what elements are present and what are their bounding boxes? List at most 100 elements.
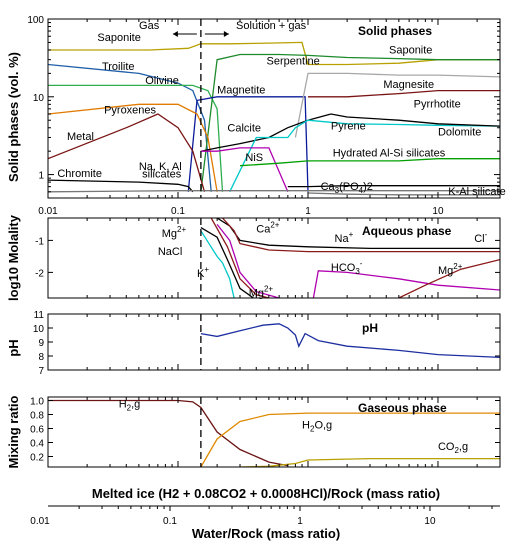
series-label-pyrrhotite: Pyrrhotite xyxy=(414,98,461,110)
series-label-mg: Mg2+ xyxy=(249,284,274,299)
series-label-saponite: Saponite xyxy=(389,45,432,57)
series-line-pyrrhotite xyxy=(308,89,500,98)
series-label-metal: Metal xyxy=(67,131,94,143)
y-tick-label: 100 xyxy=(27,15,44,26)
series-line-dolomite xyxy=(330,113,500,127)
arrowhead-left-icon xyxy=(172,31,178,37)
y-tick-label: 7 xyxy=(38,366,44,377)
series-label-serpentine: Serpentine xyxy=(267,56,320,68)
panel-title-aqueous-phase: Aqueous phase xyxy=(362,224,452,238)
series-group xyxy=(200,218,500,298)
series-label-mg: Mg2+ xyxy=(438,262,463,277)
series-label-nacl: NaCl xyxy=(158,246,182,258)
panel-ph: 7 8 9 10 11 xyxy=(33,310,501,377)
panel-title-gaseous-phase: Gaseous phase xyxy=(358,401,447,415)
series-line-mg2- xyxy=(200,227,254,298)
series-label-dolomite: Dolomite xyxy=(438,126,481,138)
series-label-pyrene: Pyrene xyxy=(331,120,366,132)
y-tick-label: -2 xyxy=(35,268,44,279)
y-axis-label-solid: Solid phases (vol. %) xyxy=(6,52,21,182)
series-line-k-al-silicate xyxy=(307,192,500,196)
series-line-ph xyxy=(200,323,500,359)
series-label-magnesite: Magnesite xyxy=(383,79,434,91)
series-label-co: CO2,g xyxy=(438,441,468,455)
plot-frame xyxy=(47,313,501,371)
series-label-ca3po42: Ca3(PO4)2 xyxy=(321,181,373,195)
series-label-silicates: silicates xyxy=(142,168,182,180)
series-label-troilite: Troilite xyxy=(102,61,135,73)
series-label-k-al-silicate: K-Al silicate xyxy=(448,186,505,198)
series-line-ca3-po4-2 xyxy=(287,185,500,188)
series-group xyxy=(48,41,500,196)
series-line-na- xyxy=(222,218,500,253)
x-tick-label: 10 xyxy=(432,206,444,217)
series-label-pyroxenes: Pyroxenes xyxy=(104,104,156,116)
bottom-tick-label: 1 xyxy=(297,516,303,527)
series-label-na: Na+ xyxy=(335,230,354,245)
x-tick-label: 0.1 xyxy=(171,206,185,217)
series-line-hydrated-al-si-silicates xyxy=(239,158,500,167)
bottom-tick-label: 0.1 xyxy=(163,516,177,527)
bottom-tick-label: 0.01 xyxy=(30,516,50,527)
series-line-k- xyxy=(200,230,235,298)
y-tick-label: -1 xyxy=(35,236,44,247)
series-line-h2-g xyxy=(48,399,288,467)
plot-frame xyxy=(47,396,501,468)
bottom-axis: 0.01 0.1 1 10 xyxy=(30,505,500,527)
y-tick-label: 10 xyxy=(33,93,45,104)
y-tick-label: 1 xyxy=(38,171,44,182)
region-label: Gas xyxy=(139,20,160,32)
series-label-chromite: Chromite xyxy=(57,168,102,180)
series-line-chromite xyxy=(48,190,500,193)
series-line-ca2- xyxy=(216,223,280,298)
series-line-na-k-al-silicates xyxy=(48,179,194,193)
y-tick-label: 0.4 xyxy=(30,439,44,450)
panel-title-solid-phases: Solid phases xyxy=(358,24,432,38)
series-line-pyroxenes xyxy=(48,103,218,192)
series-line-mg2- xyxy=(398,258,500,298)
series-label-cl: Cl- xyxy=(474,230,487,245)
y-tick-label: 0.2 xyxy=(30,453,44,464)
series-label-mg: Mg2+ xyxy=(162,225,187,240)
series-label-calcite: Calcite xyxy=(227,122,261,134)
y-tick-label: 9 xyxy=(38,338,44,349)
panel-gaseous-phase: 0.2 0.4 0.6 0.8 1.0 H2,g H2O,g CO2,g xyxy=(30,396,501,468)
series-line-calcite xyxy=(200,113,332,152)
series-label-hydrated-al-si-silicates: Hydrated Al-Si silicates xyxy=(333,148,446,160)
series-label-k: K+ xyxy=(197,265,209,280)
region-label: Solution + gas xyxy=(236,20,307,32)
y-tick-label: 0.6 xyxy=(30,425,44,436)
series-line-saponite xyxy=(48,41,500,66)
panel-title-ph: pH xyxy=(362,321,378,335)
x-tick-label: 1 xyxy=(305,206,311,217)
series-line-nis xyxy=(200,147,289,193)
series-line-hco3- xyxy=(312,270,500,298)
y-tick-label: 10 xyxy=(33,324,45,335)
series-label-h: H2O,g xyxy=(302,420,332,434)
y-tick-label: 8 xyxy=(38,352,44,363)
x-tick-label: 0.01 xyxy=(38,206,58,217)
bottom-x-axis-label: Water/Rock (mass ratio) xyxy=(192,526,340,541)
series-label-saponite: Saponite xyxy=(97,32,140,44)
y-tick-label: 0.8 xyxy=(30,411,44,422)
panel-solid-phases: 0.01 0.1 1 10 1 10 100 Saponite Saponite Troilite… xyxy=(27,15,505,217)
y-tick-label: 1.0 xyxy=(30,397,44,408)
series-label-olivine: Olivine xyxy=(145,75,179,87)
plot-frame xyxy=(47,217,501,299)
series-label-hco: HCO3- xyxy=(331,259,363,276)
series-label-ca: Ca2+ xyxy=(256,220,280,235)
series-label-magnetite: Magnetite xyxy=(217,85,265,97)
arrowhead-right-icon xyxy=(223,31,229,37)
series-line-magnesite xyxy=(294,72,500,138)
series-label-nis: NiS xyxy=(245,152,263,164)
series-line-metal xyxy=(48,113,206,192)
y-axis-label-ph: pH xyxy=(6,339,21,356)
panel-aqueous-phase: -1 -2 Mg2+ NaCl K+ Ca2+ Na+ Cl- Mg2+ HCO3- Mg2+ xyxy=(35,217,501,299)
top-x-axis-label: Melted ice (H2 + 0.08CO2 + 0.0008HCl)/Ro… xyxy=(92,486,440,501)
series-group xyxy=(200,323,500,359)
y-axis-label-aqueous: log10 Molality xyxy=(6,214,21,301)
y-axis-label-gas: Mixing ratio xyxy=(6,395,21,468)
y-tick-label: 11 xyxy=(34,310,45,321)
series-line-magnetite xyxy=(187,96,309,192)
